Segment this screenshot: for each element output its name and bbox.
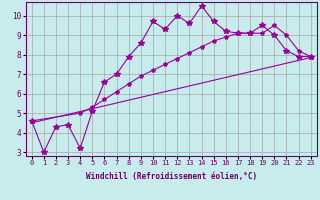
X-axis label: Windchill (Refroidissement éolien,°C): Windchill (Refroidissement éolien,°C) bbox=[86, 172, 257, 181]
